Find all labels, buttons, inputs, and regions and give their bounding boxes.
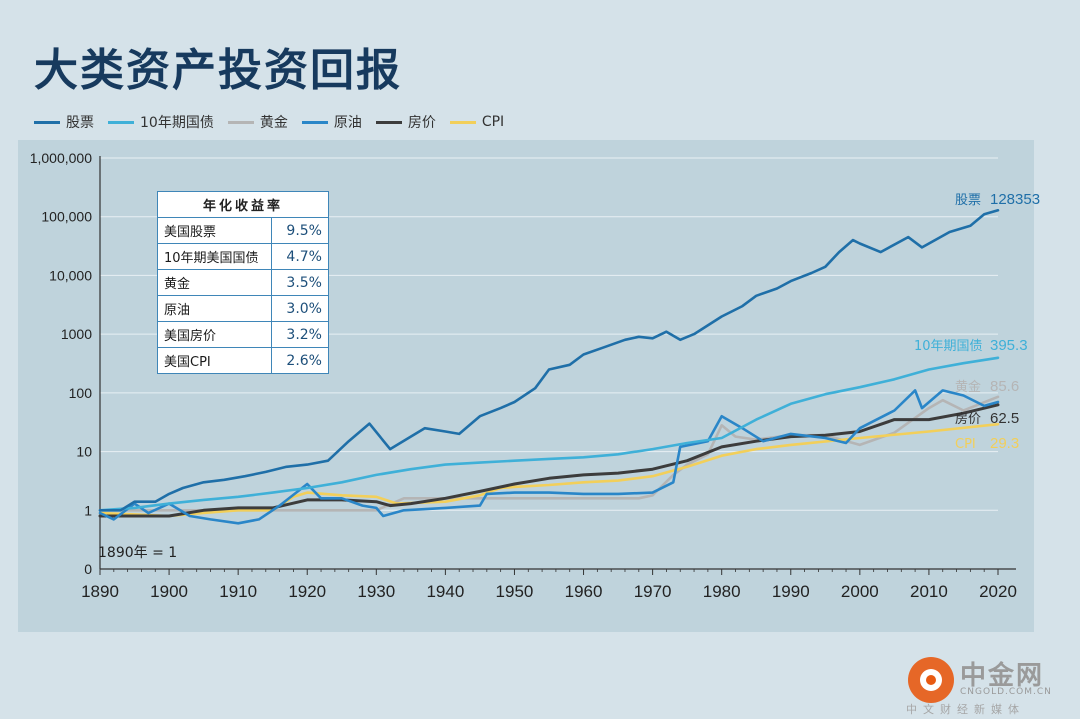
watermark-logo: 中金网 CNGOLD.COM.CN 中文财经新媒体	[906, 655, 1066, 716]
series-line	[98, 403, 1000, 518]
x-tick-label: 1890	[81, 582, 119, 601]
legend-item-housing: 房价	[375, 112, 436, 132]
legend-item-treasury: 10年期国债	[108, 112, 214, 132]
table-value: 3.5%	[271, 269, 329, 296]
table-value: 3.0%	[271, 295, 329, 322]
x-tick-label: 1920	[288, 582, 326, 601]
table-row: 10年期美国国债 4.7%	[157, 243, 329, 270]
series-end-name: 房价	[955, 411, 981, 427]
table-value: 3.2%	[271, 321, 329, 348]
series-line	[98, 209, 1000, 512]
watermark-name: 中金网	[960, 661, 1045, 691]
table-value: 2.6%	[271, 347, 329, 374]
table-label: 原油	[157, 295, 272, 322]
table-label: 美国股票	[157, 217, 272, 244]
table-value: 9.5%	[271, 217, 329, 244]
series-end-value: 395.3	[990, 337, 1028, 354]
legend-item-cpi: CPI	[449, 112, 505, 132]
legend-swatch	[375, 120, 402, 124]
legend-swatch	[34, 120, 60, 124]
table-label: 10年期美国国债	[157, 243, 272, 270]
table-row: 黄金 3.5%	[157, 269, 329, 296]
base-note: 1890年 = 1	[98, 545, 177, 561]
y-tick-label: 1000	[61, 326, 92, 342]
x-tick-label: 1950	[496, 582, 534, 601]
y-tick-label: 100,000	[41, 209, 92, 225]
y-tick-label: 10	[76, 444, 92, 460]
table-row: 美国房价 3.2%	[157, 321, 329, 348]
series-end-value: 85.6	[990, 378, 1019, 395]
x-tick-label: 1970	[634, 582, 672, 601]
legend-label: 10年期国债	[140, 115, 214, 131]
table-row: 原油 3.0%	[157, 295, 329, 322]
x-tick-label: 2020	[979, 582, 1017, 601]
legend-item-stocks: 股票	[34, 112, 94, 132]
legend-label: 房价	[407, 115, 436, 131]
watermark-url: CNGOLD.COM.CN	[960, 687, 1052, 697]
legend-swatch	[108, 120, 134, 124]
x-tick-label: 1900	[150, 582, 188, 601]
table-row: 美国股票 9.5%	[157, 217, 329, 244]
series-end-value: 128353	[990, 191, 1040, 208]
logo-icon-dot	[926, 675, 936, 685]
x-tick-label: 1910	[219, 582, 257, 601]
series-end-value: 62.5	[990, 410, 1019, 427]
watermark-subtitle: 中文财经新媒体	[906, 703, 1025, 716]
series-line	[98, 395, 1000, 512]
legend-swatch	[449, 120, 476, 124]
legend-label: 黄金	[259, 115, 288, 131]
x-tick-label: 1930	[357, 582, 395, 601]
legend-swatch	[301, 120, 328, 124]
series-line	[98, 356, 1000, 512]
y-tick-label: 0	[84, 561, 92, 577]
chart-title: 大类资产投资回报	[34, 45, 402, 96]
y-tick-label: 10,000	[49, 267, 92, 283]
legend-label: 股票	[66, 115, 94, 131]
legend-item-oil: 原油	[301, 112, 362, 132]
series-end-name: 10年期国债	[914, 339, 983, 354]
x-tick-label: 1990	[772, 582, 810, 601]
table-label: 黄金	[157, 269, 272, 296]
legend-label: CPI	[481, 114, 505, 130]
annualized-return-table: 年化收益率 美国股票 9.5% 10年期美国国债 4.7% 黄金 3.5% 原油…	[157, 191, 329, 374]
series-end-name: 黄金	[955, 379, 981, 395]
legend-label: 原油	[333, 115, 362, 131]
series-end-name: CPI	[955, 437, 976, 452]
table-header: 年化收益率	[157, 191, 329, 218]
series-line	[98, 389, 1000, 525]
series-line	[98, 422, 1000, 518]
y-tick-label: 1	[84, 502, 92, 518]
table-label: 美国CPI	[157, 347, 272, 374]
x-tick-label: 2000	[841, 582, 879, 601]
table-label: 美国房价	[157, 321, 272, 348]
legend: 股票 10年期国债 黄金 原油 房价 CPI	[34, 112, 504, 132]
series-end-value: 29.3	[990, 435, 1019, 452]
series-end-name: 股票	[955, 193, 981, 208]
x-tick-label: 1980	[703, 582, 741, 601]
y-tick-label: 100	[69, 385, 93, 401]
legend-item-gold: 黄金	[227, 112, 288, 132]
x-tick-label: 2010	[910, 582, 948, 601]
table-value: 4.7%	[271, 243, 329, 270]
legend-swatch	[227, 120, 254, 124]
x-tick-label: 1940	[426, 582, 464, 601]
x-tick-label: 1960	[565, 582, 603, 601]
y-tick-label: 1,000,000	[30, 150, 92, 166]
table-row: 美国CPI 2.6%	[157, 347, 329, 374]
